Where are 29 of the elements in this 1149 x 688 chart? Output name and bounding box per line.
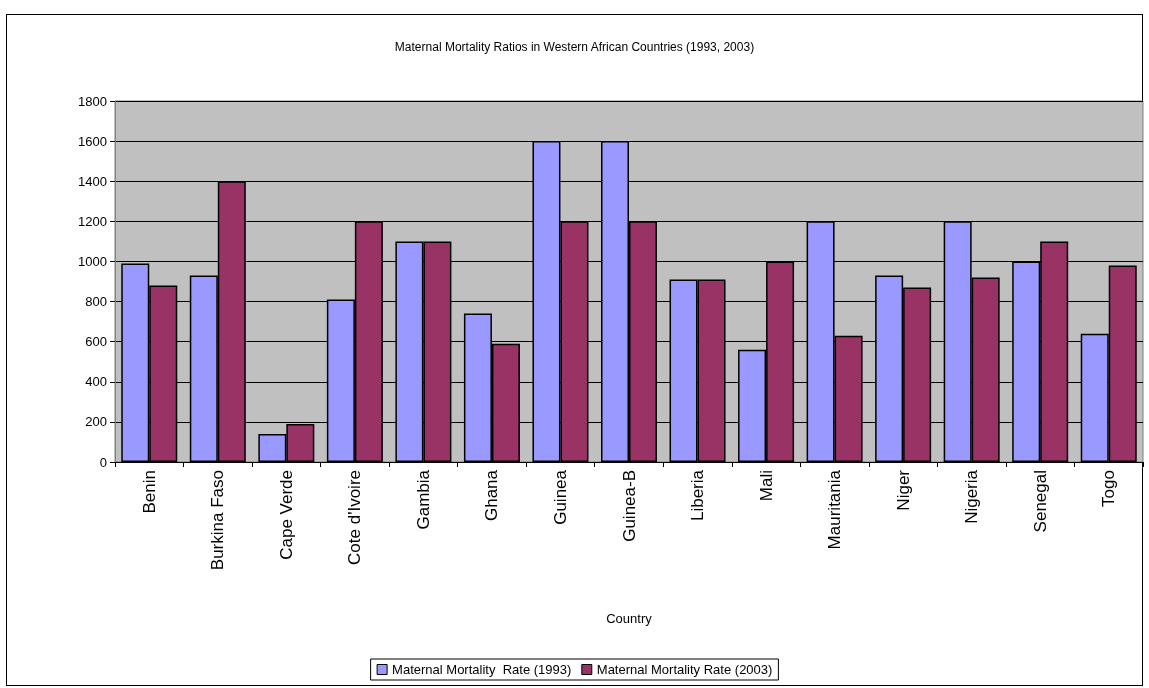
x-tick-label: Gambia	[413, 469, 433, 530]
x-tick-label: Benin	[139, 470, 159, 514]
y-tick-label: 1200	[78, 213, 107, 229]
x-tick-label: Cape Verde	[276, 470, 296, 560]
legend-label: Maternal Mortality Rate (2003)	[596, 662, 773, 677]
x-tick-label: Liberia	[688, 469, 708, 522]
x-tick-label: Guinea	[550, 469, 570, 525]
y-tick-label: 1400	[78, 173, 107, 189]
x-tick-label: Ghana	[482, 469, 502, 522]
x-tick-label: Mauritania	[825, 469, 845, 550]
y-tick-label: 1600	[78, 133, 107, 149]
x-tick-label: Mali	[756, 470, 776, 502]
x-tick-label: Niger	[893, 469, 913, 511]
x-tick-label: Cote d'Ivoire	[345, 470, 365, 565]
y-tick-label: 1000	[78, 253, 107, 269]
x-axis-title: Country	[606, 611, 653, 626]
x-tick-label: Guinea-B	[619, 470, 639, 542]
chart-title: Maternal Mortality Ratios in Western African Countries (1993, 2003)	[394, 40, 755, 54]
legend-label: Maternal Mortality Rate (1993)	[392, 662, 572, 677]
y-tick-label: 400	[85, 374, 107, 390]
x-tick-label: Burkina Faso	[208, 470, 228, 571]
y-tick-label: 1800	[78, 93, 107, 109]
y-tick-label: 200	[85, 414, 107, 430]
y-tick-label: 0	[99, 454, 107, 470]
x-tick-label: Senegal	[1030, 470, 1050, 533]
y-tick-label: 600	[85, 334, 107, 350]
x-tick-label: Nigeria	[962, 469, 982, 524]
x-tick-label: Togo	[1099, 470, 1119, 507]
y-tick-label: 800	[85, 294, 107, 310]
